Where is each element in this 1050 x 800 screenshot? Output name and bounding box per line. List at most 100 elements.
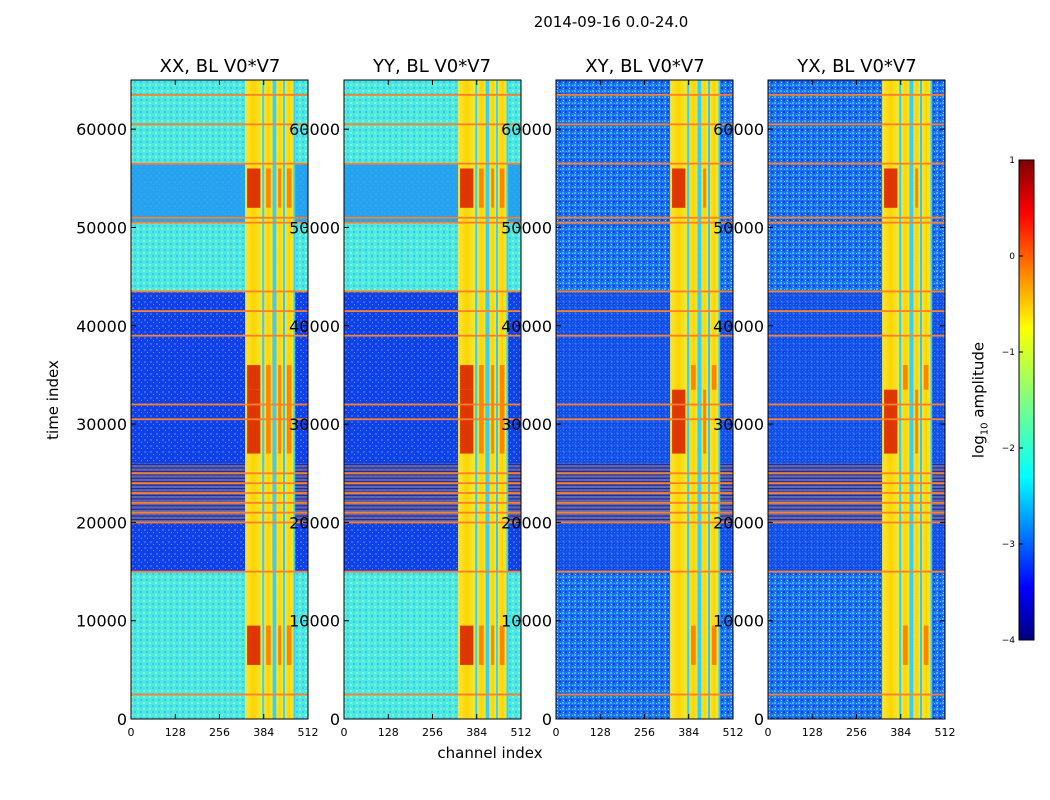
rfi-stripe	[131, 484, 308, 486]
hot-spot	[884, 389, 898, 454]
panel-2: 0 128 256 384 512 0 10000 20000 30000 40000 50000 6…	[289, 79, 532, 739]
flagged-row	[344, 334, 521, 337]
rfi-stripe	[556, 463, 733, 466]
y-tick-label: 40000	[76, 317, 127, 336]
flagged-row	[768, 693, 945, 696]
flagged-row	[768, 162, 945, 165]
flagged-row	[131, 521, 308, 524]
hot-spot	[711, 365, 717, 390]
flagged-row	[556, 492, 733, 494]
hot-spot	[266, 168, 271, 208]
hot-spot	[703, 389, 707, 454]
flagged-row	[344, 570, 521, 573]
flagged-row	[556, 418, 733, 421]
flagged-row	[556, 482, 733, 485]
rfi-stripe	[556, 494, 733, 497]
flagged-row	[344, 693, 521, 696]
y-tick-label: 30000	[713, 415, 764, 434]
y-tick-label: 50000	[76, 218, 127, 237]
hot-spot	[286, 365, 292, 390]
rfi-stripe	[556, 518, 733, 521]
flagged-row	[556, 472, 733, 475]
band-gap	[697, 80, 702, 719]
x-tick-label: 512	[935, 726, 956, 739]
rfi-stripe	[556, 487, 733, 490]
rfi-stripe	[768, 494, 945, 497]
y-tick-label: 50000	[289, 218, 340, 237]
panel-title-4: YX, BL V0*V7	[797, 56, 917, 77]
heatmap-image	[344, 80, 521, 719]
hot-spot	[499, 365, 505, 390]
flagged-row	[344, 403, 521, 406]
rfi-stripe	[131, 474, 308, 476]
y-tick-label: 0	[117, 710, 127, 729]
rfi-stripe	[344, 467, 521, 469]
band-gap	[687, 80, 690, 719]
flagged-row	[556, 162, 733, 165]
rfi-stripe	[131, 494, 308, 497]
hot-spot	[491, 365, 495, 390]
rfi-stripe	[344, 518, 521, 521]
colorbar-tick-label: 1	[1009, 156, 1015, 166]
flagged-row	[131, 310, 308, 313]
flagged-row	[556, 521, 733, 524]
y-tick-label: 0	[754, 710, 764, 729]
x-tick-label: 384	[678, 726, 699, 739]
hot-spot	[711, 625, 717, 665]
hot-spot	[691, 365, 696, 390]
rfi-stripe	[768, 481, 945, 483]
hot-spot	[278, 365, 282, 390]
flagged-row	[131, 403, 308, 406]
colorbar-tick-label: 0	[1009, 252, 1015, 262]
flagged-row	[768, 482, 945, 485]
flagged-row	[131, 162, 308, 165]
band-gap	[272, 80, 277, 719]
rfi-stripe	[344, 508, 521, 510]
bright-channel-band	[689, 80, 698, 719]
y-tick-label: 0	[542, 710, 552, 729]
colorbar-gradient	[1018, 159, 1035, 641]
hot-spot	[491, 625, 495, 665]
flagged-row	[131, 472, 308, 475]
band-gap	[475, 80, 478, 719]
flagged-row	[768, 418, 945, 421]
flagged-row	[344, 310, 521, 313]
x-tick-label: 384	[466, 726, 487, 739]
hot-spot	[460, 168, 474, 208]
y-tick-label: 40000	[713, 317, 764, 336]
rfi-stripe	[131, 518, 308, 521]
rfi-stripe	[556, 515, 733, 517]
flagged-row	[768, 511, 945, 514]
flagged-row	[556, 570, 733, 573]
hot-spot	[923, 625, 929, 665]
flagged-row	[556, 693, 733, 696]
flagged-row	[344, 492, 521, 494]
hot-spot	[672, 389, 686, 454]
rfi-stripe	[556, 505, 733, 507]
y-tick-label: 20000	[713, 513, 764, 532]
flagged-row	[556, 221, 733, 224]
rfi-stripe	[344, 474, 521, 476]
hot-spot	[460, 389, 474, 454]
rfi-stripe	[344, 498, 521, 500]
x-tick-label: 256	[846, 726, 867, 739]
rfi-stripe	[768, 477, 945, 479]
flagged-row	[344, 216, 521, 219]
hot-spot	[903, 365, 908, 390]
x-tick-label: 128	[590, 726, 611, 739]
rfi-stripe	[344, 484, 521, 486]
flagged-row	[556, 501, 733, 504]
panel-3: 0 128 256 384 512 0 10000 20000 30000 40000 50000 6…	[501, 79, 744, 739]
hot-spot	[247, 168, 261, 208]
hot-spot	[691, 625, 696, 665]
y-tick-label: 20000	[501, 513, 552, 532]
flagged-row	[344, 482, 521, 485]
bright-channel-band	[901, 80, 910, 719]
band-gap	[262, 80, 265, 719]
x-tick-label: 0	[553, 726, 560, 739]
flagged-row	[768, 403, 945, 406]
hot-spot	[703, 168, 707, 208]
x-tick-label: 256	[634, 726, 655, 739]
band-gap	[496, 80, 498, 719]
rfi-stripe	[131, 491, 308, 493]
